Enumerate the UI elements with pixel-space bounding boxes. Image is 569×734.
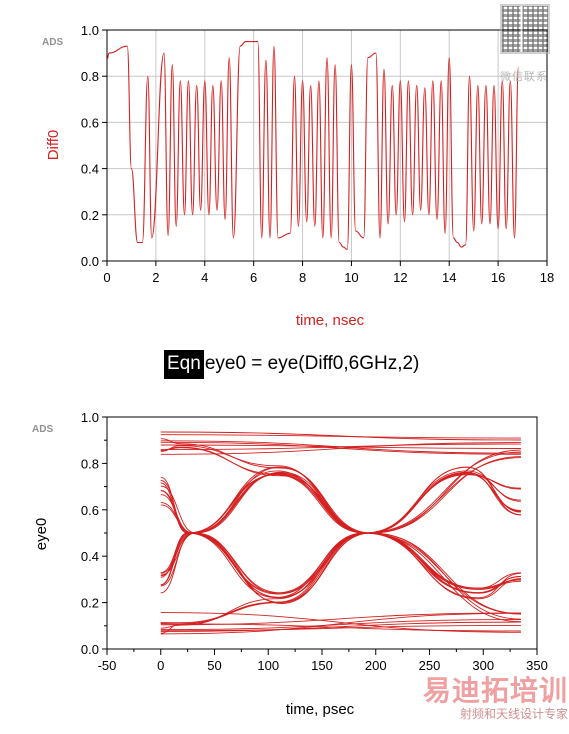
x-tick-label: 16 bbox=[491, 270, 505, 285]
eye-upper-trace bbox=[160, 466, 521, 594]
y-tick-label: 0.0 bbox=[81, 642, 99, 657]
qr-caption: 微信联系 bbox=[500, 71, 548, 83]
fall-trace bbox=[160, 446, 521, 620]
x-tick-label: 300 bbox=[472, 658, 494, 673]
x-tick-label: 18 bbox=[540, 270, 554, 285]
eye-lower-trace bbox=[160, 466, 521, 598]
low-rail-trace bbox=[160, 612, 521, 635]
diff0-trace bbox=[106, 41, 519, 250]
eye-lower-trace bbox=[160, 473, 521, 603]
low-rail-trace bbox=[160, 612, 521, 626]
x-tick-label: 0 bbox=[157, 658, 164, 673]
x-tick-label: 10 bbox=[344, 270, 358, 285]
high-rail-trace bbox=[160, 434, 521, 439]
eye-lower-trace bbox=[160, 471, 521, 604]
x-tick-label: 150 bbox=[311, 658, 333, 673]
x-tick-label: 50 bbox=[207, 658, 221, 673]
low-rail-trace bbox=[160, 612, 521, 633]
y-tick-label: 0.4 bbox=[81, 162, 99, 177]
fall-trace bbox=[160, 447, 521, 623]
plot-frame bbox=[106, 416, 538, 650]
x-tick-label: -50 bbox=[98, 658, 117, 673]
y-tick-label: 0.8 bbox=[81, 456, 99, 471]
y-tick-label: 0.6 bbox=[81, 115, 99, 130]
x-tick-label: 350 bbox=[526, 658, 548, 673]
equation-text: eye0 = eye(Diff0,6GHz,2) bbox=[204, 353, 420, 374]
y-axis-label: Diff0 bbox=[45, 130, 62, 161]
brand-watermark: 易迪拓培训 射频和天线设计专家 bbox=[408, 676, 568, 730]
x-tick-label: 4 bbox=[201, 270, 208, 285]
low-rail-trace bbox=[160, 624, 521, 632]
low-rail-trace bbox=[160, 619, 521, 631]
y-tick-label: 0.6 bbox=[81, 503, 99, 518]
x-tick-label: 200 bbox=[365, 658, 387, 673]
eye-upper-trace bbox=[160, 466, 521, 594]
y-tick-label: 1.0 bbox=[81, 410, 99, 425]
x-tick-label: 14 bbox=[442, 270, 456, 285]
eye-diagram-chart: ADS -50 0 50 100 150 200 250 300 350 0.0 0.2 0.4 0.6… bbox=[32, 410, 548, 718]
qr-code-icon bbox=[500, 4, 550, 54]
y-tick-label: 0.2 bbox=[81, 596, 99, 611]
eye-lower-trace bbox=[160, 474, 521, 599]
brand-tagline: 射频和天线设计专家 bbox=[459, 707, 568, 721]
axis-ticks: -50 0 50 100 150 200 250 300 350 0.0 0.2 0.4 0.6 0.8 1… bbox=[81, 410, 548, 673]
eye-upper-trace bbox=[160, 470, 521, 590]
axis-ticks: 0 2 4 6 8 10 12 14 16 18 0.0 0.2 0.4 0.6 0.8 1.0 bbox=[81, 23, 554, 285]
brand-name: 易迪拓培训 bbox=[422, 675, 568, 706]
eye-upper-trace bbox=[160, 471, 521, 600]
ads-badge: ADS bbox=[42, 37, 63, 48]
eye-upper-trace bbox=[160, 473, 521, 599]
grid-lines bbox=[106, 29, 548, 262]
eye-lower-trace bbox=[160, 470, 521, 595]
y-tick-label: 0.4 bbox=[81, 549, 99, 564]
x-tick-label: 0 bbox=[103, 270, 110, 285]
x-tick-label: 2 bbox=[152, 270, 159, 285]
y-tick-label: 1.0 bbox=[81, 23, 99, 38]
eye-lower-trace bbox=[160, 466, 521, 594]
qr-watermark: 微信联系 bbox=[500, 4, 552, 90]
high-rail-trace bbox=[160, 444, 521, 449]
eye-traces bbox=[160, 431, 521, 635]
x-tick-label: 12 bbox=[393, 270, 407, 285]
eye-lower-trace bbox=[160, 473, 521, 599]
x-tick-label: 6 bbox=[250, 270, 257, 285]
waveform-chart: ADS 0 2 4 6 8 10 12 14 16 18 0.0 0.2 0.4 0.6 0.8 1.0 ti… bbox=[42, 23, 554, 329]
plot-frame bbox=[106, 29, 548, 262]
x-tick-label: 8 bbox=[299, 270, 306, 285]
low-rail-trace bbox=[160, 621, 521, 632]
eye-lower-trace bbox=[160, 472, 521, 595]
x-tick-label: 100 bbox=[257, 658, 279, 673]
x-tick-label: 250 bbox=[419, 658, 441, 673]
x-axis-label: time, psec bbox=[286, 701, 355, 718]
rise-trace bbox=[160, 451, 521, 629]
ads-badge: ADS bbox=[32, 424, 53, 435]
y-tick-label: 0.8 bbox=[81, 69, 99, 84]
eye-upper-trace bbox=[160, 474, 521, 589]
eye-lower-trace bbox=[160, 474, 521, 594]
rise-trace bbox=[160, 449, 521, 634]
y-axis-label: eye0 bbox=[33, 518, 50, 551]
equation-line: Eqn eye0 = eye(Diff0,6GHz,2) bbox=[164, 348, 419, 380]
y-tick-label: 0.2 bbox=[81, 208, 99, 223]
x-axis-label: time, nsec bbox=[296, 312, 365, 329]
waveform-series bbox=[106, 41, 519, 250]
eqn-tag: Eqn bbox=[164, 349, 204, 379]
eye-upper-trace bbox=[160, 474, 521, 594]
fall-trace bbox=[160, 438, 521, 615]
eye-upper-trace bbox=[160, 473, 521, 594]
eye-upper-trace bbox=[160, 472, 521, 590]
y-tick-label: 0.0 bbox=[81, 254, 99, 269]
